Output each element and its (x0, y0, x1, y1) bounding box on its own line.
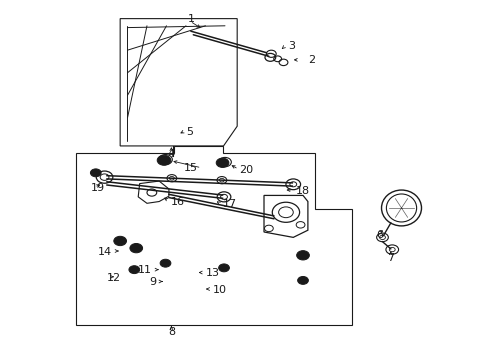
Circle shape (221, 266, 226, 270)
Text: 3: 3 (288, 41, 295, 50)
Text: 10: 10 (212, 285, 226, 296)
Text: 13: 13 (205, 268, 219, 278)
Circle shape (297, 276, 308, 284)
Text: 6: 6 (375, 230, 383, 239)
Text: 4: 4 (167, 149, 175, 159)
Circle shape (90, 169, 101, 177)
Circle shape (219, 161, 225, 165)
Circle shape (300, 253, 305, 257)
Circle shape (300, 279, 305, 282)
Circle shape (130, 243, 142, 253)
Circle shape (296, 251, 309, 260)
Text: 1: 1 (187, 14, 194, 24)
Circle shape (163, 261, 167, 265)
Circle shape (160, 158, 167, 163)
Text: 15: 15 (184, 163, 198, 173)
Circle shape (160, 259, 170, 267)
Circle shape (117, 239, 123, 243)
Text: 11: 11 (138, 265, 152, 275)
Text: 5: 5 (185, 127, 193, 136)
Text: 7: 7 (386, 253, 393, 263)
Circle shape (93, 171, 98, 175)
Text: 12: 12 (107, 273, 121, 283)
Circle shape (216, 158, 228, 167)
Text: 8: 8 (167, 327, 175, 337)
Text: 19: 19 (91, 183, 105, 193)
Circle shape (132, 268, 137, 271)
Text: 2: 2 (307, 55, 314, 65)
Text: 20: 20 (239, 165, 253, 175)
Circle shape (114, 236, 126, 246)
Circle shape (218, 264, 229, 272)
Text: 9: 9 (149, 277, 157, 287)
Circle shape (133, 246, 139, 250)
Text: 14: 14 (98, 247, 112, 257)
Text: 18: 18 (295, 186, 309, 196)
Text: 17: 17 (222, 199, 236, 210)
Circle shape (129, 266, 140, 274)
Circle shape (157, 155, 170, 165)
Text: 16: 16 (170, 197, 184, 207)
